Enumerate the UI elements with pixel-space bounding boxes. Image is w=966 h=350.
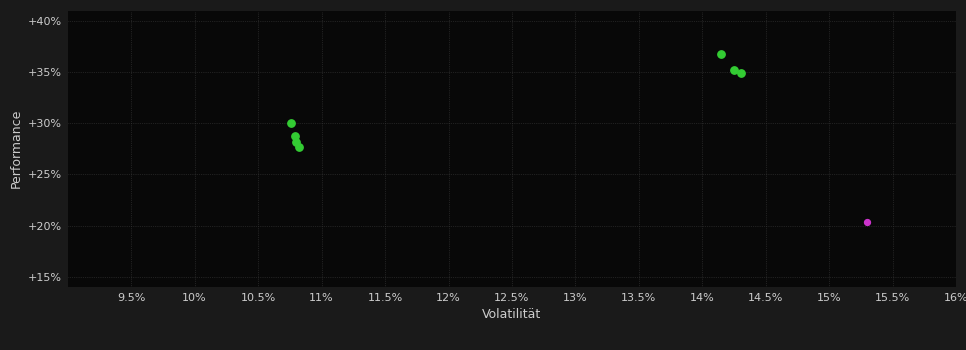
Point bbox=[283, 120, 298, 126]
Point bbox=[291, 144, 306, 149]
Point bbox=[860, 220, 875, 225]
Point bbox=[726, 67, 742, 73]
X-axis label: Volatilität: Volatilität bbox=[482, 308, 542, 321]
Y-axis label: Performance: Performance bbox=[10, 109, 22, 188]
Point bbox=[733, 70, 749, 76]
Point bbox=[289, 139, 304, 145]
Point bbox=[714, 51, 729, 56]
Point bbox=[287, 134, 302, 139]
